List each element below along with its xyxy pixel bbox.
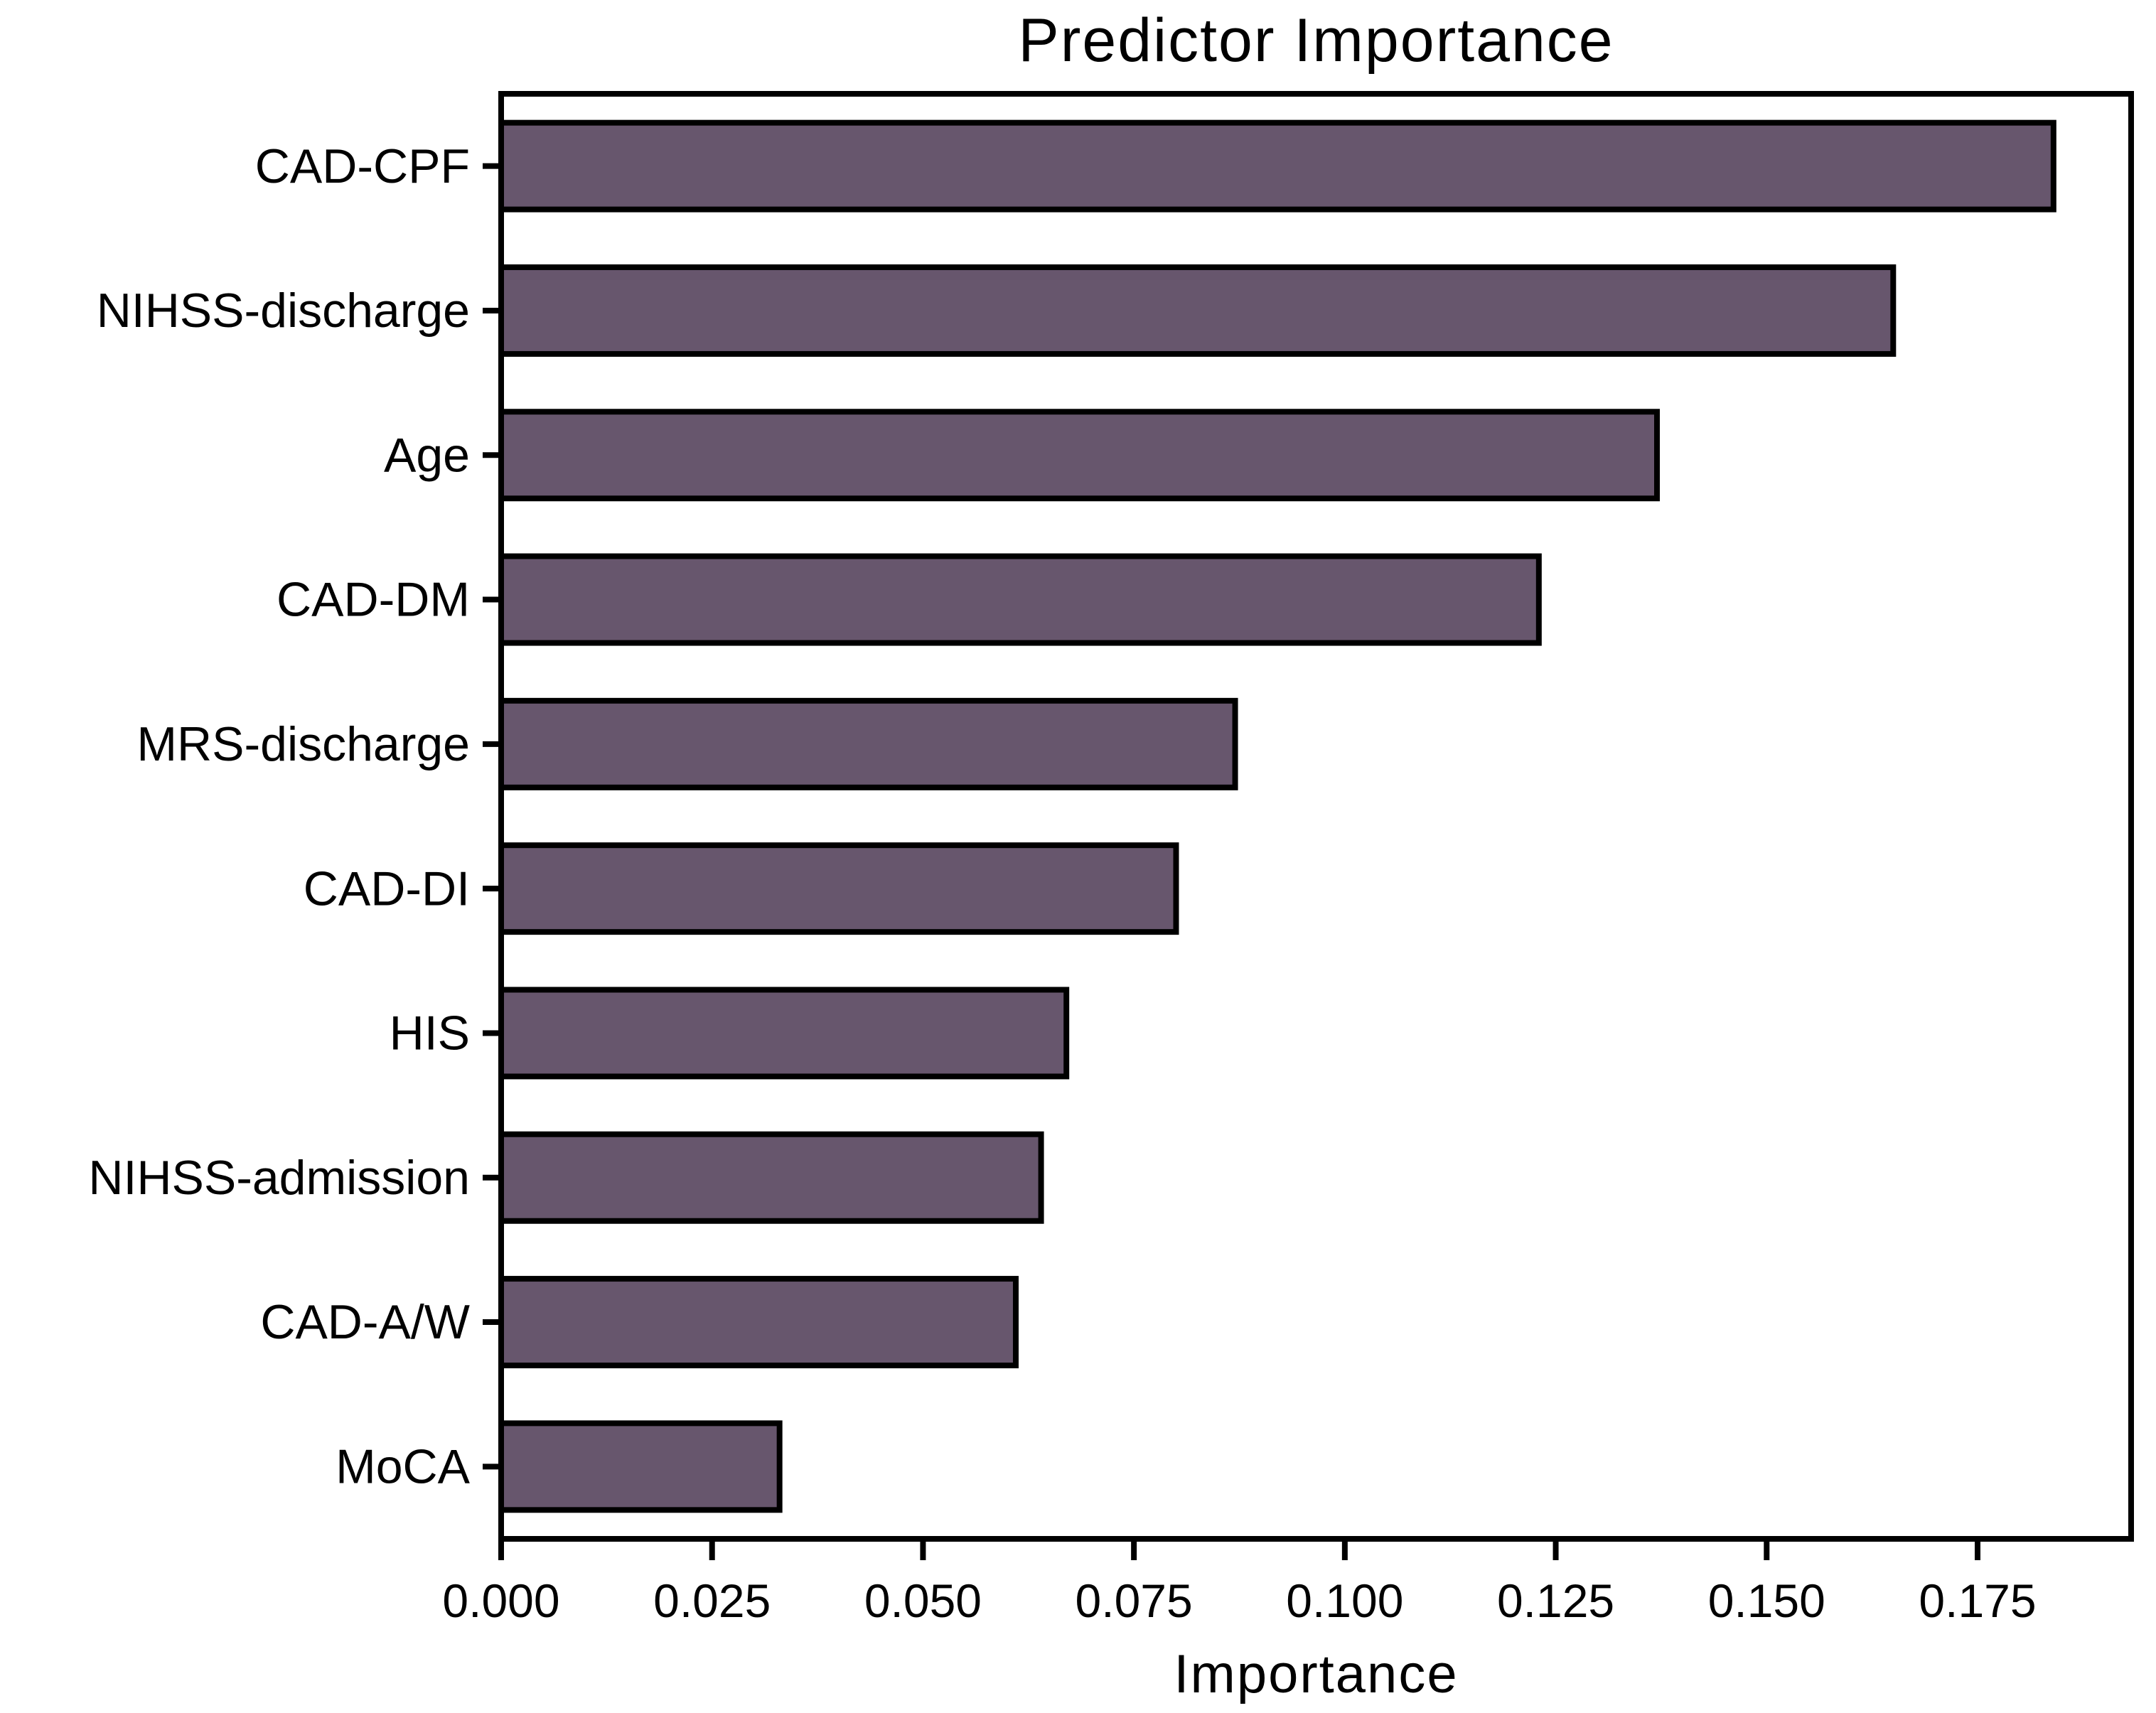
chart-title: Predictor Importance: [1018, 6, 1614, 75]
x-tick-label: 0.000: [442, 1574, 559, 1627]
x-axis-label: Importance: [1174, 1644, 1459, 1704]
x-tick-label: 0.150: [1708, 1574, 1825, 1627]
y-tick-label: NIHSS-discharge: [97, 284, 470, 338]
y-tick-label: Age: [384, 428, 470, 482]
bar-his: [498, 987, 1070, 1080]
y-tick-label: CAD-CPF: [255, 139, 470, 193]
y-tick-label: CAD-DI: [304, 861, 470, 915]
bar-cad-dm: [498, 553, 1542, 646]
x-tick-label: 0.025: [653, 1574, 771, 1627]
plot-frame: [498, 91, 2134, 1542]
y-tick-label: CAD-A/W: [260, 1295, 470, 1349]
y-tick-label: MRS-discharge: [136, 717, 470, 771]
y-tick-label: NIHSS-admission: [88, 1151, 470, 1205]
bar-mrs-discharge: [498, 697, 1238, 790]
y-tick-label: MoCA: [336, 1439, 471, 1493]
x-tick-label: 0.100: [1286, 1574, 1403, 1627]
y-tick-label: HIS: [390, 1006, 470, 1060]
x-tick-label: 0.175: [1919, 1574, 2036, 1627]
bar-nihss-admission: [498, 1131, 1044, 1224]
y-tick-label: CAD-DM: [277, 573, 470, 627]
bar-age: [498, 409, 1660, 502]
bar-moca: [498, 1420, 783, 1513]
bar-cad-a-w: [498, 1276, 1019, 1369]
bar-nihss-discharge: [498, 264, 1897, 357]
x-tick-label: 0.075: [1076, 1574, 1193, 1627]
x-tick-label: 0.050: [864, 1574, 982, 1627]
bar-cad-di: [498, 842, 1179, 935]
x-tick-label: 0.125: [1497, 1574, 1614, 1627]
bar-cad-cpf: [498, 119, 2056, 213]
